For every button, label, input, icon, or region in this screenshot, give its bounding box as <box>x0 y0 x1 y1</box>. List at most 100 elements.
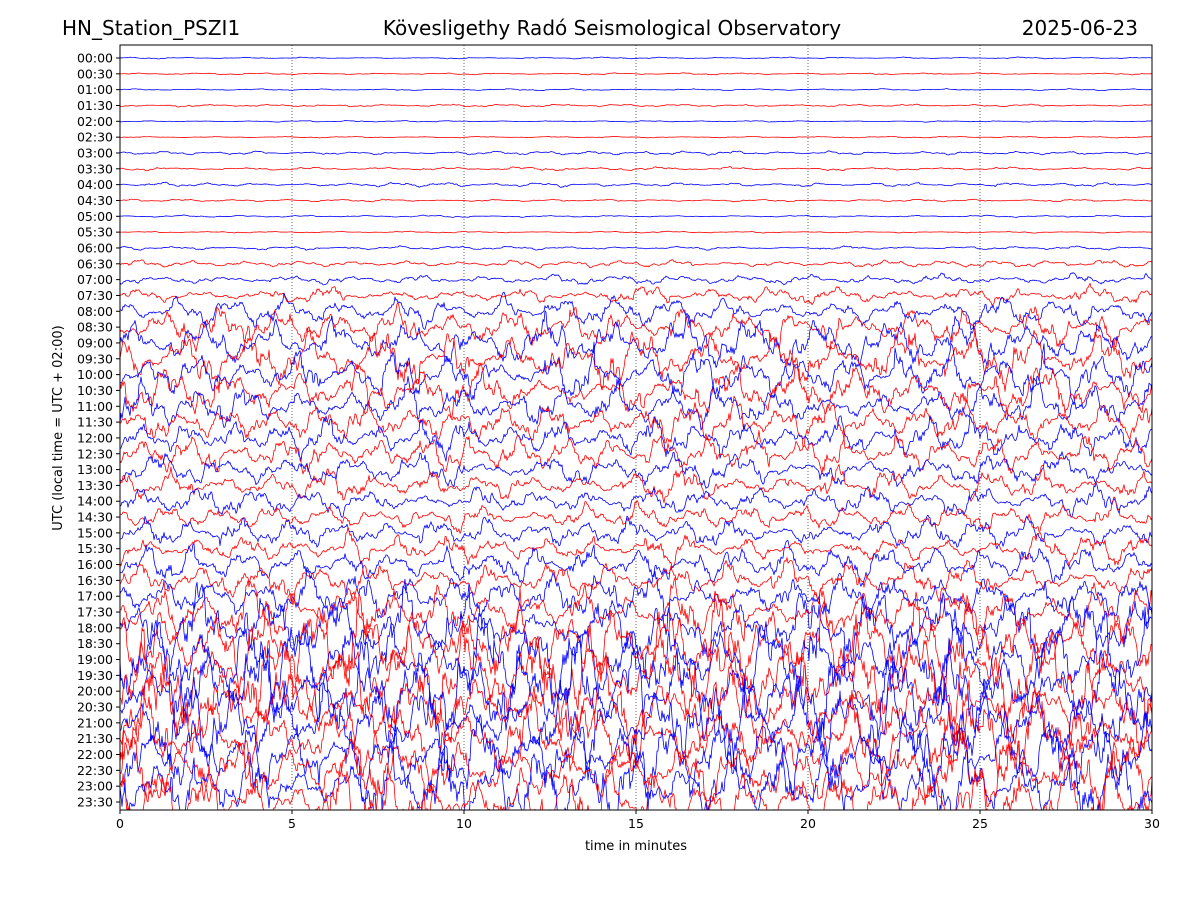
trace-0030 <box>120 72 1152 76</box>
trace-0430 <box>120 198 1152 203</box>
trace-1230 <box>120 430 1152 475</box>
y-tick-label-29: 14:30 <box>77 510 113 525</box>
trace-0700 <box>120 272 1152 286</box>
y-tick-label-10: 05:00 <box>77 209 113 224</box>
trace-1130 <box>120 395 1152 448</box>
trace-0300 <box>120 150 1152 156</box>
y-tick-label-12: 06:00 <box>77 240 113 255</box>
y-tick-label-35: 17:30 <box>77 605 113 620</box>
y-tick-label-44: 22:00 <box>77 747 113 762</box>
x-tick-label-5: 25 <box>972 816 988 831</box>
station-name: HN_Station_PSZI1 <box>62 16 240 40</box>
y-tick-label-36: 18:00 <box>77 620 113 635</box>
trace-2000 <box>120 634 1152 745</box>
y-tick-label-0: 00:00 <box>77 51 113 66</box>
y-tick-label-9: 04:30 <box>77 193 113 208</box>
trace-2100 <box>120 671 1152 781</box>
trace-0730 <box>120 282 1152 306</box>
y-tick-label-17: 08:30 <box>77 320 113 335</box>
trace-1830 <box>120 587 1152 698</box>
trace-0100 <box>120 88 1152 92</box>
y-axis-ticks: 00:0000:3001:0001:3002:0002:3003:0003:30… <box>77 51 120 810</box>
x-axis-ticks: 0 5 10 15 20 25 30 <box>116 810 1160 831</box>
trace-0230 <box>120 135 1152 139</box>
trace-1430 <box>120 496 1152 534</box>
y-tick-label-41: 20:30 <box>77 700 113 715</box>
trace-1800 <box>120 578 1152 679</box>
x-tick-label-0: 0 <box>116 816 124 831</box>
y-tick-label-34: 17:00 <box>77 589 113 604</box>
y-tick-label-25: 12:30 <box>77 446 113 461</box>
y-tick-label-5: 02:30 <box>77 130 113 145</box>
y-tick-label-27: 13:30 <box>77 478 113 493</box>
y-tick-label-31: 15:30 <box>77 541 113 556</box>
date-label: 2025-06-23 <box>1022 16 1138 40</box>
y-tick-label-33: 16:30 <box>77 573 113 588</box>
trace-2330 <box>120 751 1152 810</box>
trace-1900 <box>120 602 1152 723</box>
trace-0000 <box>120 56 1152 60</box>
trace-1200 <box>120 415 1152 462</box>
trace-1600 <box>120 540 1152 587</box>
trace-1930 <box>120 611 1152 738</box>
trace-0130 <box>120 103 1152 108</box>
y-tick-label-32: 16:00 <box>77 557 113 572</box>
trace-2030 <box>120 651 1152 762</box>
trace-1700 <box>120 569 1152 622</box>
x-tick-label-3: 15 <box>628 816 644 831</box>
y-tick-label-46: 23:00 <box>77 779 113 794</box>
trace-0830 <box>120 302 1152 353</box>
y-tick-label-39: 19:30 <box>77 668 113 683</box>
trace-1530 <box>120 526 1152 569</box>
trace-1000 <box>120 341 1152 406</box>
y-tick-label-7: 03:30 <box>77 161 113 176</box>
y-tick-label-19: 09:30 <box>77 351 113 366</box>
y-tick-label-8: 04:00 <box>77 177 113 192</box>
y-tick-label-23: 11:30 <box>77 415 113 430</box>
y-tick-label-18: 09:00 <box>77 335 113 350</box>
y-tick-label-2: 01:00 <box>77 82 113 97</box>
y-tick-label-11: 05:30 <box>77 225 113 240</box>
vertical-gridlines <box>291 45 981 810</box>
y-tick-label-43: 21:30 <box>77 731 113 746</box>
trace-1400 <box>120 481 1152 518</box>
trace-0800 <box>120 291 1152 331</box>
x-tick-label-2: 10 <box>456 816 472 831</box>
y-tick-label-20: 10:00 <box>77 367 113 382</box>
y-tick-label-47: 23:30 <box>77 795 113 810</box>
y-tick-label-3: 01:30 <box>77 98 113 113</box>
x-tick-label-4: 20 <box>800 816 816 831</box>
trace-0630 <box>120 259 1152 269</box>
y-tick-label-28: 14:00 <box>77 494 113 509</box>
trace-1500 <box>120 514 1152 550</box>
x-tick-label-1: 5 <box>288 816 296 831</box>
trace-0200 <box>120 120 1152 123</box>
trace-0930 <box>120 325 1152 394</box>
trace-0330 <box>120 166 1152 172</box>
trace-0530 <box>120 230 1152 234</box>
trace-2200 <box>120 709 1152 810</box>
y-tick-label-24: 12:00 <box>77 430 113 445</box>
trace-1330 <box>120 463 1152 504</box>
y-tick-label-14: 07:00 <box>77 272 113 287</box>
y-tick-label-16: 08:00 <box>77 304 113 319</box>
y-tick-label-21: 10:30 <box>77 383 113 398</box>
y-tick-label-13: 06:30 <box>77 256 113 271</box>
y-axis-label: UTC (local time = UTC + 02:00) <box>51 325 66 530</box>
y-tick-label-37: 18:30 <box>77 636 113 651</box>
trace-1030 <box>120 362 1152 418</box>
trace-0500 <box>120 214 1152 218</box>
observatory-title: Kövesligethy Radó Seismological Observat… <box>383 16 841 40</box>
x-tick-label-6: 30 <box>1144 816 1160 831</box>
y-tick-label-42: 21:00 <box>77 715 113 730</box>
y-tick-label-4: 02:00 <box>77 114 113 129</box>
y-tick-label-38: 19:00 <box>77 652 113 667</box>
x-axis-label: time in minutes <box>585 839 687 854</box>
y-tick-label-6: 03:00 <box>77 145 113 160</box>
y-tick-label-30: 15:00 <box>77 525 113 540</box>
trace-2130 <box>120 685 1152 794</box>
y-tick-label-40: 20:00 <box>77 684 113 699</box>
trace-1730 <box>120 577 1152 643</box>
y-tick-label-45: 22:30 <box>77 763 113 778</box>
